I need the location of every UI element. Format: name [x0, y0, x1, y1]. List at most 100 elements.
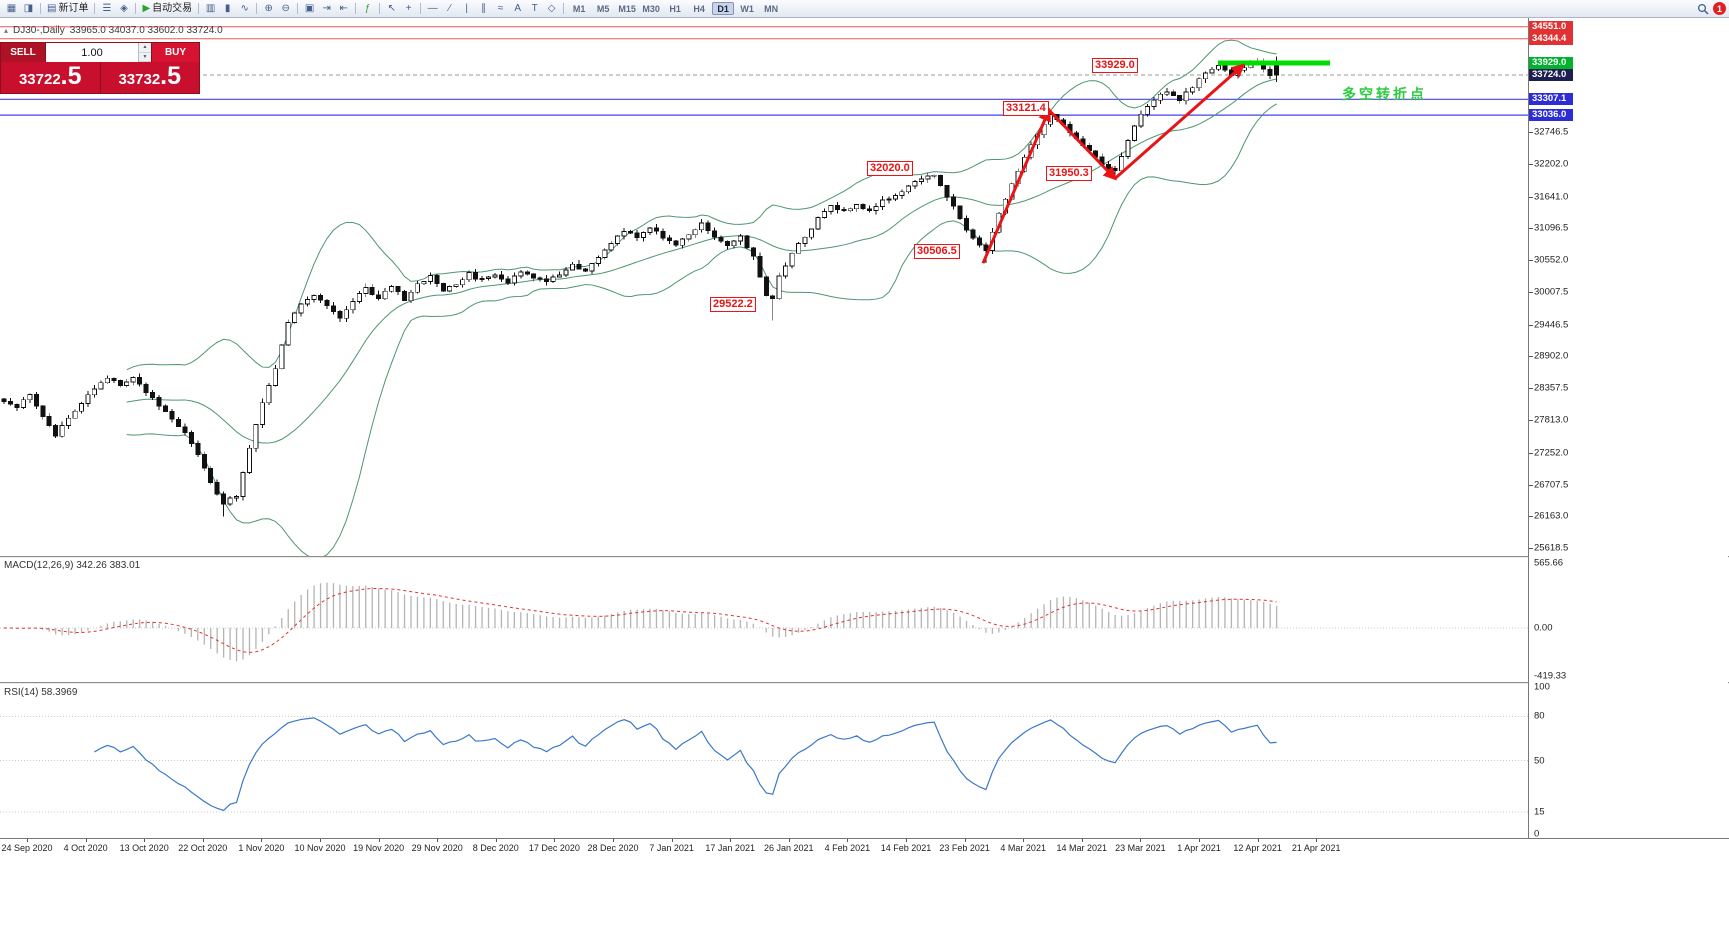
time-axis-tick [495, 839, 497, 842]
time-axis-tick [202, 839, 204, 842]
time-axis-tick [554, 839, 556, 842]
trend-arrow-line[interactable] [981, 107, 1051, 264]
time-axis-label: 23 Feb 2021 [939, 843, 990, 853]
price-axis-label: 25618.5 [1534, 542, 1569, 554]
text-tool-button[interactable]: A [509, 1, 526, 16]
autotrading-button-label: 自动交易 [152, 2, 193, 14]
label-tool-icon: T [531, 2, 538, 14]
vline-tool-button[interactable]: | [458, 1, 475, 16]
panel-separator-macd[interactable] [0, 556, 1729, 558]
candlestick-chart-icon: ▮ [224, 2, 231, 14]
price-axis-label: 30552.0 [1534, 254, 1569, 266]
volume-input[interactable]: 1.00 [81, 46, 103, 59]
cursor-button[interactable]: ↖ [383, 1, 400, 16]
sell-price-display[interactable]: 33722 .5 [1, 62, 101, 93]
time-axis-tick [847, 839, 849, 842]
price-axis-label: 31641.0 [1534, 191, 1569, 203]
rsi-axis-label: 15 [1534, 806, 1545, 818]
timeframe-h4-button[interactable]: H4 [693, 3, 705, 14]
timeframe-m5-button[interactable]: M5 [596, 3, 610, 14]
timeframe-m15-button[interactable]: M15 [618, 3, 636, 14]
autotrading-icon: ▶ [142, 2, 151, 14]
shapes-tool-button[interactable]: ◇ [543, 1, 560, 16]
rsi-indicator-canvas[interactable] [0, 684, 1528, 838]
label-tool-button[interactable]: T [526, 1, 543, 16]
notification-badge[interactable]: 1 [1713, 2, 1726, 15]
buy-button[interactable]: BUY [151, 43, 199, 62]
macd-axis-label: -419.33 [1534, 670, 1567, 682]
hline-tool-button[interactable]: — [424, 1, 441, 16]
timeframe-h1-button[interactable]: H1 [669, 3, 681, 14]
price-annotation-31950.3[interactable]: 31950.3 [1046, 166, 1092, 181]
timeframe-d1-button[interactable]: D1 [712, 2, 735, 15]
time-axis[interactable]: 24 Sep 2020 4 Oct 2020 13 Oct 2020 22 Oct 2… [0, 838, 1729, 856]
price-axis-tick [1529, 132, 1533, 134]
order-controls-row: SELL 1.00 ▲ ▼ BUY [1, 43, 199, 62]
sell-button[interactable]: SELL [1, 43, 46, 62]
new-order-button[interactable]: ▤ 新订单 [44, 1, 91, 16]
price-axis-tick [1529, 484, 1533, 486]
toolbar-separator [135, 3, 137, 14]
volume-decrease-button[interactable]: ▼ [139, 52, 151, 62]
bar-chart-button[interactable]: ▥ [202, 1, 219, 16]
buy-price-int: 33732 [118, 71, 161, 88]
panel-separator-rsi[interactable] [0, 682, 1729, 684]
chart-shift-button[interactable]: ⇤ [335, 1, 352, 16]
new-chart-icon: ▦ [6, 2, 17, 14]
price-tag-34344.4: 34344.4 [1529, 32, 1573, 45]
price-annotation-29522.2[interactable]: 29522.2 [710, 297, 756, 312]
time-axis-label: 10 Nov 2020 [294, 843, 346, 853]
data-window-button[interactable]: ◈ [115, 1, 132, 16]
time-axis-tick [906, 839, 907, 842]
zoom-out-icon: ⊖ [281, 2, 290, 14]
trendline-tool-button[interactable]: ∕ [441, 1, 458, 16]
channel-tool-icon: ∥ [481, 2, 487, 14]
fibonacci-tool-button[interactable]: ≈ [492, 1, 509, 16]
market-watch-button[interactable]: ☰ [98, 1, 115, 16]
macd-axis-label: 0.00 [1534, 622, 1553, 634]
trend-arrow-line[interactable] [1047, 109, 1117, 181]
macd-axis-label: 565.66 [1534, 557, 1564, 569]
timeframe-w1-button[interactable]: W1 [740, 3, 754, 14]
symbol-triangle-icon: ▴ [4, 26, 9, 35]
turning-point-label[interactable]: 多空转折点 [1342, 86, 1427, 102]
price-axis[interactable]: 32746.5 32202.0 31641.0 31096.5 30552.0 30007… [1528, 18, 1728, 840]
tile-windows-button[interactable]: ▣ [301, 1, 318, 16]
volume-increase-button[interactable]: ▲ [139, 43, 151, 53]
timeframe-mn-button[interactable]: MN [764, 3, 779, 14]
zoom-out-button[interactable]: ⊖ [277, 1, 294, 16]
new-chart-button[interactable]: ▦ [3, 1, 20, 16]
timeframe-m1-button[interactable]: M1 [572, 3, 586, 14]
bollinger-upper-band [126, 39, 1277, 371]
line-chart-button[interactable]: ∿ [236, 1, 253, 16]
indicators-button[interactable]: ƒ [359, 1, 376, 16]
price-annotation-33121.4[interactable]: 33121.4 [1003, 101, 1049, 116]
price-axis-tick [1529, 291, 1533, 293]
price-annotation-30506.5[interactable]: 30506.5 [914, 244, 960, 259]
time-axis-label: 1 Nov 2020 [238, 843, 285, 853]
crosshair-button[interactable]: + [400, 1, 417, 16]
trend-arrow-line[interactable] [1114, 63, 1246, 180]
candlestick-chart-button[interactable]: ▮ [219, 1, 236, 16]
price-axis-tick [1529, 516, 1533, 518]
time-axis-label: 4 Mar 2021 [1000, 843, 1046, 853]
buy-price-display[interactable]: 33732 .5 [101, 62, 200, 93]
timeframe-m30-button[interactable]: M30 [642, 3, 660, 14]
search-icon[interactable] [1697, 3, 1709, 15]
zoom-in-button[interactable]: ⊕ [260, 1, 277, 16]
main-chart-canvas[interactable] [0, 18, 1528, 556]
bollinger-middle-band [126, 78, 1277, 444]
auto-scroll-button[interactable]: ⇥ [318, 1, 335, 16]
channel-tool-button[interactable]: ∥ [475, 1, 492, 16]
macd-indicator-canvas[interactable] [0, 558, 1528, 682]
price-annotation-33929.0[interactable]: 33929.0 [1092, 58, 1138, 73]
profiles-button[interactable]: ◨ [20, 1, 37, 16]
price-axis-label: 31096.5 [1534, 222, 1569, 234]
time-axis-label: 17 Jan 2021 [705, 843, 755, 853]
tile-windows-icon: ▣ [304, 2, 315, 14]
time-axis-tick [671, 839, 673, 842]
time-axis-label: 14 Mar 2021 [1056, 843, 1108, 853]
volume-spinner: ▲ ▼ [138, 43, 151, 62]
autotrading-button[interactable]: ▶ 自动交易 [139, 1, 195, 16]
price-annotation-32020.0[interactable]: 32020.0 [867, 161, 913, 176]
